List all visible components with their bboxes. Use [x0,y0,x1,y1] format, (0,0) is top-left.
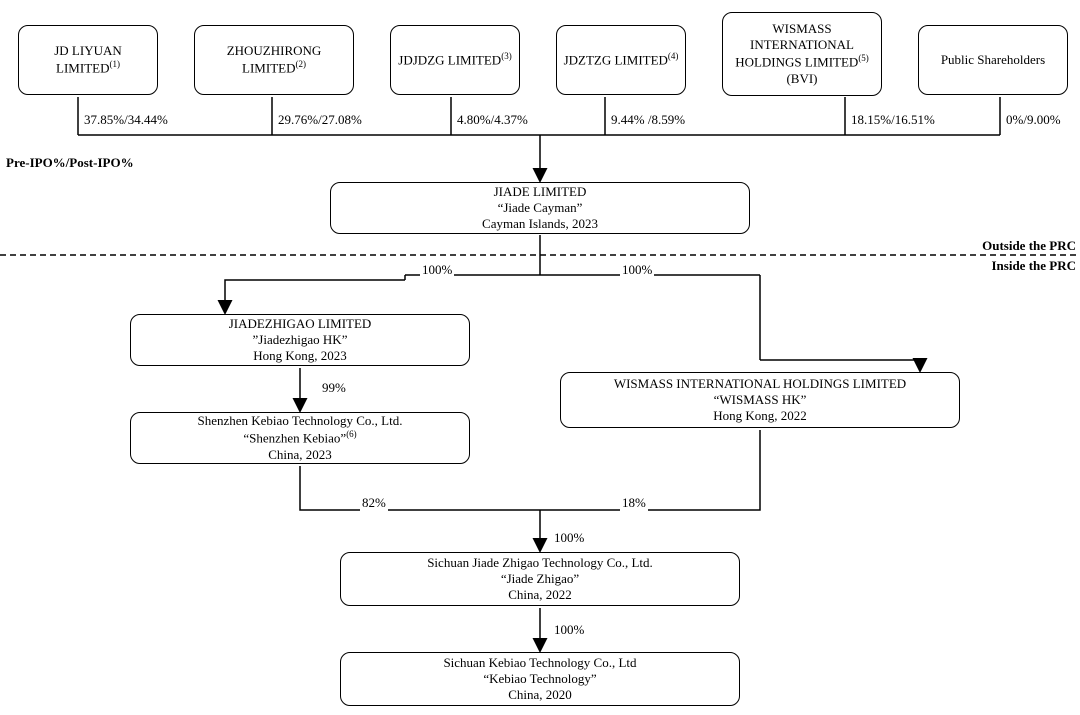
shareholder-jd-liyuan: JD LIYUAN LIMITED(1) [18,25,158,95]
label-outside-prc: Outside the PRC [980,238,1078,254]
entity-wismass-hk: WISMASS INTERNATIONAL HOLDINGS LIMITED “… [560,372,960,428]
pct-99: 99% [320,380,348,396]
pct-jd-liyuan: 37.85%/34.44% [82,112,170,128]
pct-100-b: 100% [552,622,586,638]
entity-jiade-cayman: JIADE LIMITED “Jiade Cayman” Cayman Isla… [330,182,750,234]
entity-shenzhen-kebiao: Shenzhen Kebiao Technology Co., Ltd. “Sh… [130,412,470,464]
entity-kebiao-technology: Sichuan Kebiao Technology Co., Ltd “Kebi… [340,652,740,706]
label-inside-prc: Inside the PRC [989,258,1078,274]
pct-public: 0%/9.00% [1004,112,1063,128]
shareholder-jdztzg: JDZTZG LIMITED(4) [556,25,686,95]
entity-jiadezhigao-hk: JIADEZHIGAO LIMITED ”Jiadezhigao HK” Hon… [130,314,470,366]
pct-wismass: 18.15%/16.51% [849,112,937,128]
pct-jdztzg: 9.44% /8.59% [609,112,687,128]
pct-zhouzhirong: 29.76%/27.08% [276,112,364,128]
pct-jiade-left: 100% [420,262,454,278]
shareholder-zhouzhirong: ZHOUZHIRONG LIMITED(2) [194,25,354,95]
pct-jdjdzg: 4.80%/4.37% [455,112,530,128]
pct-jiade-right: 100% [620,262,654,278]
shareholder-wismass-bvi: WISMASS INTERNATIONAL HOLDINGS LIMITED(5… [722,12,882,96]
legend-pre-post-ipo: Pre-IPO%/Post-IPO% [4,155,136,171]
pct-100-a: 100% [552,530,586,546]
shareholder-public: Public Shareholders [918,25,1068,95]
entity-sichuan-jiade-zhigao: Sichuan Jiade Zhigao Technology Co., Ltd… [340,552,740,606]
pct-18: 18% [620,495,648,511]
pct-82: 82% [360,495,388,511]
shareholder-jdjdzg: JDJDZG LIMITED(3) [390,25,520,95]
